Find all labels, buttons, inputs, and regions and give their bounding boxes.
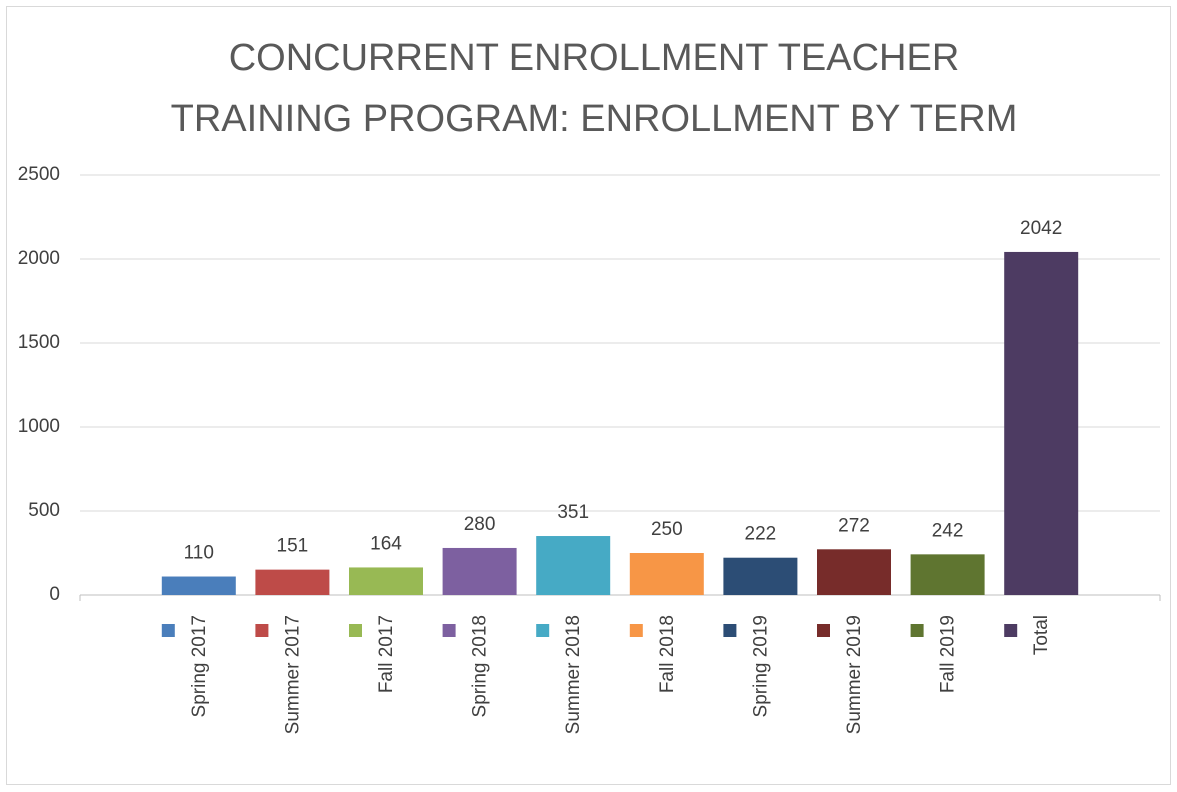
bar <box>442 547 517 595</box>
legend-swatch <box>161 624 175 637</box>
data-label: 242 <box>932 520 964 541</box>
bar <box>255 569 330 595</box>
legend-swatch <box>723 624 737 637</box>
legend-swatch <box>1004 624 1018 637</box>
bar <box>349 567 423 595</box>
x-tick-label: Fall 2017 <box>376 615 397 693</box>
x-tick-label: Spring 2019 <box>750 615 771 717</box>
bar <box>629 553 704 595</box>
chart-title: TRAINING PROGRAM: ENROLLMENT BY TERM <box>171 98 1018 140</box>
data-label: 280 <box>464 514 496 535</box>
y-tick-label: 500 <box>28 500 60 521</box>
legend-swatch <box>817 624 830 637</box>
bar <box>817 549 891 595</box>
y-tick-label: 1500 <box>18 332 60 353</box>
data-label: 222 <box>745 524 777 545</box>
data-label: 2042 <box>1020 218 1062 239</box>
data-label: 272 <box>838 515 870 536</box>
x-tick-label: Summer 2018 <box>563 615 584 734</box>
legend-swatch <box>629 624 643 637</box>
y-tick-label: 2500 <box>18 164 60 185</box>
legend-swatch <box>536 624 550 637</box>
x-tick-label: Summer 2017 <box>282 615 303 734</box>
y-tick-label: 0 <box>49 584 60 605</box>
bar <box>1004 251 1079 595</box>
bar <box>536 536 611 595</box>
legend-swatch <box>255 624 269 637</box>
y-tick-label: 1000 <box>18 416 60 437</box>
data-label: 250 <box>651 519 683 540</box>
bar <box>910 554 985 595</box>
x-tick-label: Spring 2018 <box>470 615 491 717</box>
bar <box>723 557 798 595</box>
chart-title: CONCURRENT ENROLLMENT TEACHER <box>229 37 960 79</box>
y-tick-label: 2000 <box>18 248 60 269</box>
legend-swatch <box>349 624 362 637</box>
data-label: 110 <box>184 543 214 564</box>
x-tick-label: Spring 2017 <box>189 615 210 717</box>
x-tick-label: Total <box>1031 615 1052 655</box>
data-label: 164 <box>370 533 402 554</box>
data-label: 351 <box>557 502 589 523</box>
chart-border <box>6 6 1171 785</box>
bar <box>161 576 236 595</box>
x-tick-label: Summer 2019 <box>844 615 865 734</box>
x-tick-label: Fall 2018 <box>657 615 678 693</box>
legend-swatch <box>910 624 924 637</box>
x-tick-label: Fall 2019 <box>938 615 959 693</box>
data-label: 151 <box>277 536 309 557</box>
legend-swatch <box>442 624 456 637</box>
